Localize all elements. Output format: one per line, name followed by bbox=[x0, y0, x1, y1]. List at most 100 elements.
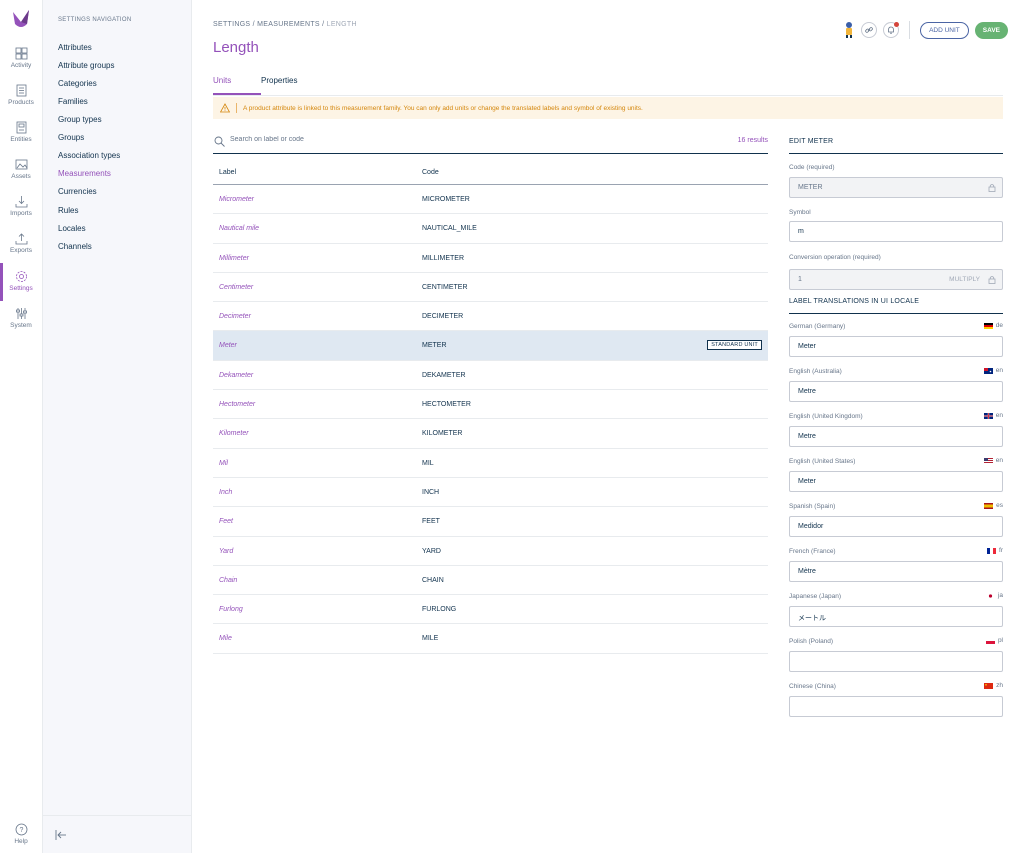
menu-item-products[interactable]: Products bbox=[0, 81, 42, 117]
help-icon: ? bbox=[15, 823, 27, 836]
menu-label-products: Products bbox=[8, 99, 34, 106]
header-divider bbox=[909, 21, 911, 39]
translation-input[interactable]: Mètre bbox=[789, 561, 1003, 582]
subnav-item-association-types[interactable]: Association types bbox=[58, 151, 121, 160]
subnav-item-group-types[interactable]: Group types bbox=[58, 115, 102, 124]
assets-icon bbox=[15, 159, 27, 170]
subnav-item-families[interactable]: Families bbox=[58, 97, 88, 106]
translation-input[interactable]: Medidor bbox=[789, 516, 1003, 537]
code-label: Code (required) bbox=[789, 164, 835, 171]
translation-input[interactable]: Meter bbox=[789, 471, 1003, 492]
translation-value: メートル bbox=[798, 615, 826, 622]
link-button[interactable] bbox=[861, 22, 878, 38]
menu-item-assets[interactable]: Assets bbox=[0, 155, 42, 191]
table-row[interactable]: Furlong FURLONG bbox=[213, 595, 768, 625]
table-row[interactable]: Hectometer HECTOMETER bbox=[213, 390, 768, 420]
locale-code: en bbox=[995, 457, 1003, 464]
svg-text:?: ? bbox=[19, 827, 23, 834]
locale-indicator: ja bbox=[985, 592, 1003, 599]
menu-item-imports[interactable]: Imports bbox=[0, 192, 42, 228]
menu-item-entities[interactable]: Entities bbox=[0, 118, 42, 154]
unit-label: Furlong bbox=[219, 606, 243, 614]
header-actions: ADD UNIT SAVE bbox=[843, 21, 1008, 39]
unit-label: Chain bbox=[219, 576, 238, 584]
search-input[interactable] bbox=[230, 136, 630, 143]
table-row[interactable]: Micrometer MICROMETER bbox=[213, 185, 768, 215]
translation-input[interactable] bbox=[789, 651, 1003, 672]
unit-label: Dekameter bbox=[219, 371, 254, 379]
akeneo-logo-icon[interactable] bbox=[10, 8, 32, 30]
table-row[interactable]: Kilometer KILOMETER bbox=[213, 419, 768, 449]
translation-input[interactable]: Meter bbox=[789, 336, 1003, 357]
table-row[interactable]: Inch INCH bbox=[213, 478, 768, 508]
table-row[interactable]: Nautical mile NAUTICAL_MILE bbox=[213, 214, 768, 244]
unit-search: 16 results bbox=[213, 134, 768, 154]
table-row[interactable]: Millimeter MILLIMETER bbox=[213, 244, 768, 273]
subnav-item-channels[interactable]: Channels bbox=[58, 242, 92, 251]
subnav-item-rules[interactable]: Rules bbox=[58, 206, 79, 215]
products-icon bbox=[16, 84, 26, 97]
translation-input[interactable] bbox=[789, 696, 1003, 717]
translation-label: English (United Kingdom) bbox=[789, 413, 863, 420]
flag-en-icon bbox=[983, 367, 993, 374]
table-row[interactable]: Mile MILE bbox=[213, 624, 768, 654]
translation-input[interactable]: Metre bbox=[789, 381, 1003, 402]
save-button[interactable]: SAVE bbox=[974, 21, 1008, 39]
unit-code: METER bbox=[422, 342, 447, 350]
locale-indicator: en bbox=[983, 412, 1003, 419]
column-header-code: Code bbox=[422, 169, 439, 176]
menu-item-system[interactable]: System bbox=[0, 304, 42, 340]
menu-item-exports[interactable]: Exports bbox=[0, 229, 42, 265]
table-row[interactable]: Feet FEET bbox=[213, 507, 768, 537]
table-row[interactable]: Meter METER STANDARD UNIT bbox=[213, 331, 768, 361]
subnav-item-measurements[interactable]: Measurements bbox=[58, 169, 111, 178]
unit-label: Hectometer bbox=[219, 401, 256, 409]
translation-label: English (Australia) bbox=[789, 368, 842, 375]
unit-code: MIL bbox=[422, 459, 434, 467]
table-row[interactable]: Dekameter DEKAMETER bbox=[213, 361, 768, 391]
table-row[interactable]: Mil MIL bbox=[213, 449, 768, 478]
translation-value: Metre bbox=[798, 433, 816, 440]
unit-label: Centimeter bbox=[219, 283, 254, 291]
breadcrumb-measurements[interactable]: MEASUREMENTS bbox=[257, 21, 320, 28]
warning-banner: A product attribute is linked to this me… bbox=[213, 97, 1003, 119]
table-row[interactable]: Centimeter CENTIMETER bbox=[213, 273, 768, 303]
locale-code: fr bbox=[999, 547, 1003, 554]
unit-code: FURLONG bbox=[422, 606, 457, 614]
table-row[interactable]: Decimeter DECIMETER bbox=[213, 302, 768, 332]
settings-navigation: SETTINGS NAVIGATION Attributes Attribute… bbox=[43, 0, 192, 853]
tab-units[interactable]: Units bbox=[213, 76, 232, 85]
conversion-label: Conversion operation (required) bbox=[789, 254, 881, 261]
translation-input[interactable]: メートル bbox=[789, 606, 1003, 627]
subnav-item-groups[interactable]: Groups bbox=[58, 133, 85, 142]
subnav-item-currencies[interactable]: Currencies bbox=[58, 187, 97, 196]
table-row[interactable]: Chain CHAIN bbox=[213, 566, 768, 596]
exports-icon bbox=[15, 233, 27, 245]
flag-es-icon bbox=[984, 502, 994, 509]
units-table: Label Code Micrometer MICROMETER Nautical … bbox=[213, 161, 768, 654]
notifications-button[interactable] bbox=[883, 22, 900, 38]
add-unit-button[interactable]: ADD UNIT bbox=[920, 21, 969, 39]
tab-properties[interactable]: Properties bbox=[261, 76, 298, 85]
menu-item-help[interactable]: ? Help bbox=[0, 820, 42, 853]
subnav-item-locales[interactable]: Locales bbox=[58, 224, 86, 233]
subnav-item-attributes[interactable]: Attributes bbox=[58, 43, 92, 52]
breadcrumb: SETTINGS / MEASUREMENTS / LENGTH bbox=[213, 21, 357, 28]
menu-item-activity[interactable]: Activity bbox=[0, 44, 42, 80]
symbol-field[interactable]: m bbox=[789, 221, 1003, 242]
table-row[interactable]: Yard YARD bbox=[213, 537, 768, 566]
unit-code: DEKAMETER bbox=[422, 371, 466, 379]
unit-label: Nautical mile bbox=[219, 225, 260, 233]
flag-en-icon bbox=[983, 457, 993, 464]
subnav-item-categories[interactable]: Categories bbox=[58, 79, 97, 88]
menu-item-settings[interactable]: Settings bbox=[0, 263, 42, 303]
translation-label: Japanese (Japan) bbox=[789, 593, 842, 600]
collapse-panel-icon[interactable] bbox=[55, 830, 67, 840]
translation-input[interactable]: Metre bbox=[789, 426, 1003, 447]
subnav-item-attribute-groups[interactable]: Attribute groups bbox=[58, 61, 115, 70]
unit-code: INCH bbox=[422, 488, 440, 496]
search-icon bbox=[214, 136, 225, 147]
breadcrumb-settings[interactable]: SETTINGS bbox=[213, 21, 251, 28]
user-avatar[interactable] bbox=[843, 21, 855, 39]
unit-label: Meter bbox=[219, 342, 237, 350]
